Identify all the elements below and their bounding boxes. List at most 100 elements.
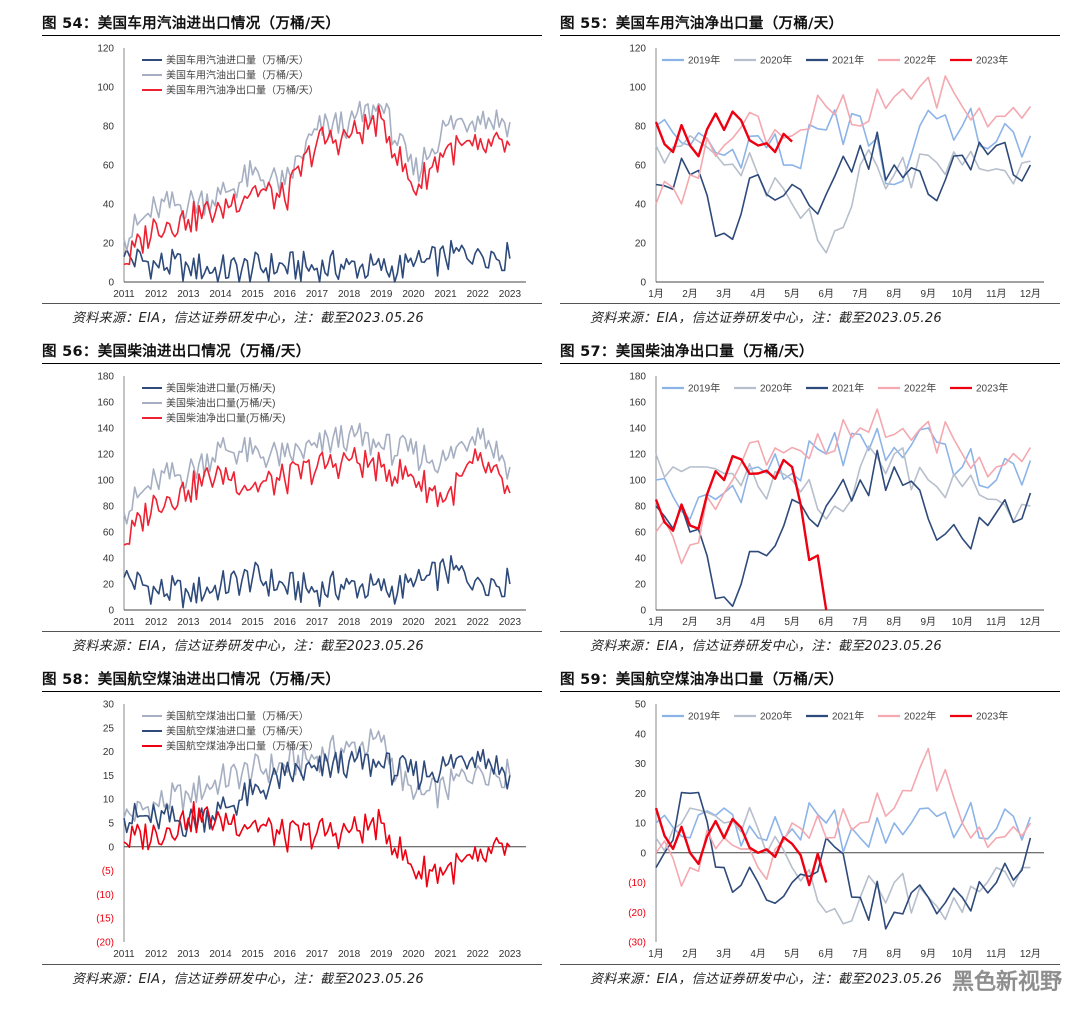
legend-label: 美国车用汽油进口量（万桶/天） xyxy=(166,54,309,67)
y-tick-label: 20 xyxy=(635,789,647,800)
y-tick-label: 100 xyxy=(629,83,646,94)
chart-panel-55: 图 55：美国车用汽油净出口量（万桶/天） 0 20 40 60 80 100 120 1月 2… xyxy=(560,12,1060,327)
x-tick-label: 8月 xyxy=(886,948,902,960)
legend-label: 2022年 xyxy=(904,710,936,723)
y-tick-label: 60 xyxy=(103,528,115,539)
series-line-4 xyxy=(655,75,1032,205)
legend-label: 2019年 xyxy=(688,710,720,723)
x-tick-label: 2020 xyxy=(402,289,425,300)
x-tick-label: 2015 xyxy=(242,949,265,960)
y-tick-label: 20 xyxy=(103,747,115,758)
y-tick-label: 120 xyxy=(629,44,646,55)
y-tick-label: 0 xyxy=(108,278,114,289)
legend-label: 美国航空煤油进口量（万桶/天） xyxy=(166,725,309,738)
y-tick-label: 40 xyxy=(635,554,647,565)
legend-label: 美国柴油净出口量(万桶/天) xyxy=(166,412,285,425)
chart-title: 图 59：美国航空煤油净出口量（万桶/天） xyxy=(560,672,844,688)
y-tick-label: 120 xyxy=(629,450,646,461)
legend-label: 2021年 xyxy=(832,382,864,395)
series-line-2 xyxy=(123,746,511,838)
y-tick-label: 0 xyxy=(640,606,646,617)
y-tick-label: 60 xyxy=(635,161,647,172)
x-tick-label: 2022 xyxy=(467,617,490,628)
x-tick-label: 11月 xyxy=(986,288,1006,300)
series-line-4 xyxy=(655,408,1032,565)
y-tick-label: 20 xyxy=(635,580,647,591)
y-tick-label: 10 xyxy=(103,795,115,806)
x-tick-label: 2023 xyxy=(499,617,522,628)
chart-source: 资料来源：EIA，信达证券研发中心，注：截至2023.05.26 xyxy=(72,311,424,326)
y-tick-label: (30) xyxy=(628,938,646,949)
legend-label: 美国车用汽油净出口量（万桶/天） xyxy=(166,84,319,97)
chart-title: 图 58：美国航空煤油进出口情况（万桶/天） xyxy=(42,672,341,688)
y-tick-label: 40 xyxy=(103,200,115,211)
x-tick-label: 9月 xyxy=(920,616,936,628)
chart-plot: (30) (20) (10) 0 10 20 30 40 50 1月 2月 3月 4月 5月 6月 7月 8月 9… xyxy=(628,700,1044,960)
x-tick-label: 9月 xyxy=(920,288,936,300)
y-tick-label: 30 xyxy=(103,700,115,711)
series-line-1 xyxy=(655,427,1032,520)
x-tick-label: 2011 xyxy=(113,289,135,300)
x-tick-label: 2019 xyxy=(370,949,393,960)
x-tick-label: 2015 xyxy=(242,289,265,300)
chart-title: 图 54：美国车用汽油进出口情况（万桶/天） xyxy=(42,16,341,32)
x-tick-label: 2016 xyxy=(274,949,297,960)
y-tick-label: 160 xyxy=(97,398,114,409)
x-tick-label: 9月 xyxy=(920,948,936,960)
x-tick-label: 8月 xyxy=(886,616,902,628)
x-tick-label: 2012 xyxy=(145,949,168,960)
x-tick-label: 2月 xyxy=(682,288,698,300)
legend-label: 美国柴油出口量(万桶/天) xyxy=(166,397,275,410)
y-tick-label: 100 xyxy=(629,476,646,487)
y-tick-label: 180 xyxy=(97,372,114,383)
x-tick-label: 2015 xyxy=(242,617,265,628)
series-line-3 xyxy=(123,801,511,888)
source-divider xyxy=(42,964,542,965)
x-tick-label: 4月 xyxy=(750,948,766,960)
legend-label: 2020年 xyxy=(760,54,792,67)
y-tick-label: 40 xyxy=(635,729,647,740)
series-line-1 xyxy=(123,555,511,609)
y-tick-label: (20) xyxy=(96,938,114,949)
y-tick-label: 80 xyxy=(635,502,647,513)
y-tick-label: (20) xyxy=(628,908,646,919)
source-divider xyxy=(42,631,542,632)
x-tick-label: 8月 xyxy=(886,288,902,300)
chart-plot: 0 20 40 60 80 100 120 1月 2月 3月 4月 5月 6月 7月 8月 9月 10月 11月 1… xyxy=(629,44,1044,300)
x-tick-label: 2月 xyxy=(682,948,698,960)
x-tick-label: 2023 xyxy=(499,949,522,960)
series-line-5 xyxy=(654,454,828,611)
series-line-3 xyxy=(655,131,1032,241)
legend-label: 2023年 xyxy=(976,54,1008,67)
x-tick-label: 2020 xyxy=(402,617,425,628)
y-tick-label: 120 xyxy=(97,44,114,55)
title-divider xyxy=(42,35,542,36)
y-tick-label: 80 xyxy=(635,122,647,133)
y-tick-label: 20 xyxy=(635,239,647,250)
x-tick-label: 10月 xyxy=(952,288,973,300)
series-line-1 xyxy=(123,239,511,283)
y-tick-label: 25 xyxy=(103,723,115,734)
chart-source: 资料来源：EIA，信达证券研发中心，注：截至2023.05.26 xyxy=(590,639,942,654)
chart-panel-56: 图 56：美国柴油进出口情况（万桶/天） 0 20 40 60 80 100 120 140 1… xyxy=(42,340,542,655)
title-divider xyxy=(560,363,1060,364)
x-tick-label: 2012 xyxy=(145,617,168,628)
chart-plot: 0 20 40 60 80 100 120 2011 2012 2013 2014 2015 2016 2… xyxy=(97,44,526,300)
y-tick-label: 60 xyxy=(103,161,115,172)
chart-source: 资料来源：EIA，信达证券研发中心，注：截至2023.05.26 xyxy=(72,972,424,987)
x-tick-label: 5月 xyxy=(784,948,800,960)
x-tick-label: 7月 xyxy=(852,948,868,960)
title-divider xyxy=(560,691,1060,692)
x-tick-label: 2016 xyxy=(274,289,297,300)
source-divider xyxy=(560,631,1060,632)
y-tick-label: 160 xyxy=(629,398,646,409)
x-tick-label: 2022 xyxy=(467,949,490,960)
x-tick-label: 2013 xyxy=(177,617,200,628)
y-tick-label: 0 xyxy=(108,842,114,853)
x-tick-label: 3月 xyxy=(716,948,732,960)
x-tick-label: 2018 xyxy=(338,617,361,628)
series-line-3 xyxy=(123,447,511,546)
y-tick-label: 5 xyxy=(108,819,114,830)
chart-source: 资料来源：EIA，信达证券研发中心，注：截至2023.05.26 xyxy=(590,972,942,987)
x-tick-label: 2014 xyxy=(209,617,232,628)
